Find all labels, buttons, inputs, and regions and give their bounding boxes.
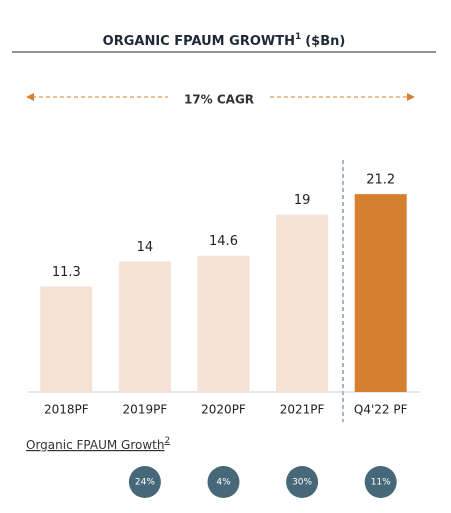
cagr-label: 17% CAGR <box>184 93 254 107</box>
title-note: 1 <box>295 32 301 42</box>
bar <box>118 261 171 392</box>
chart-title-group: ORGANIC FPAUM GROWTH1 ($Bn) <box>103 32 346 49</box>
x-tick-label: 2018PF <box>44 403 89 417</box>
growth-value: 11% <box>371 478 391 488</box>
growth-label: Organic FPAUM Growth <box>26 438 164 452</box>
arrow-head <box>407 93 415 101</box>
arrow-head <box>26 93 34 101</box>
bar <box>276 214 329 392</box>
title-unit: ($Bn) <box>305 34 345 49</box>
chart-title: ORGANIC FPAUM GROWTH <box>103 34 295 49</box>
growth-badge <box>207 466 240 498</box>
value-label: 11.3 <box>52 265 81 280</box>
growth-value: 24% <box>135 478 155 488</box>
value-label: 14.6 <box>209 234 238 249</box>
value-label: 21.2 <box>366 173 395 188</box>
value-label: 19 <box>294 193 311 208</box>
x-tick-label: 2020PF <box>201 403 246 417</box>
value-label: 14 <box>137 240 154 255</box>
x-tick-label: 2021PF <box>280 403 325 417</box>
x-tick-label: 2019PF <box>123 403 168 417</box>
x-tick-label: Q4'22 PF <box>354 403 408 417</box>
growth-badge <box>364 466 397 498</box>
growth-value: 4% <box>216 478 231 488</box>
growth-value: 30% <box>292 478 312 488</box>
bar <box>354 194 407 392</box>
growth-note: 2 <box>164 436 170 446</box>
growth-badge <box>286 466 319 498</box>
growth-label-group: Organic FPAUM Growth2 <box>26 436 170 452</box>
bar <box>197 255 250 392</box>
growth-badge <box>128 466 161 498</box>
bar <box>40 286 93 392</box>
